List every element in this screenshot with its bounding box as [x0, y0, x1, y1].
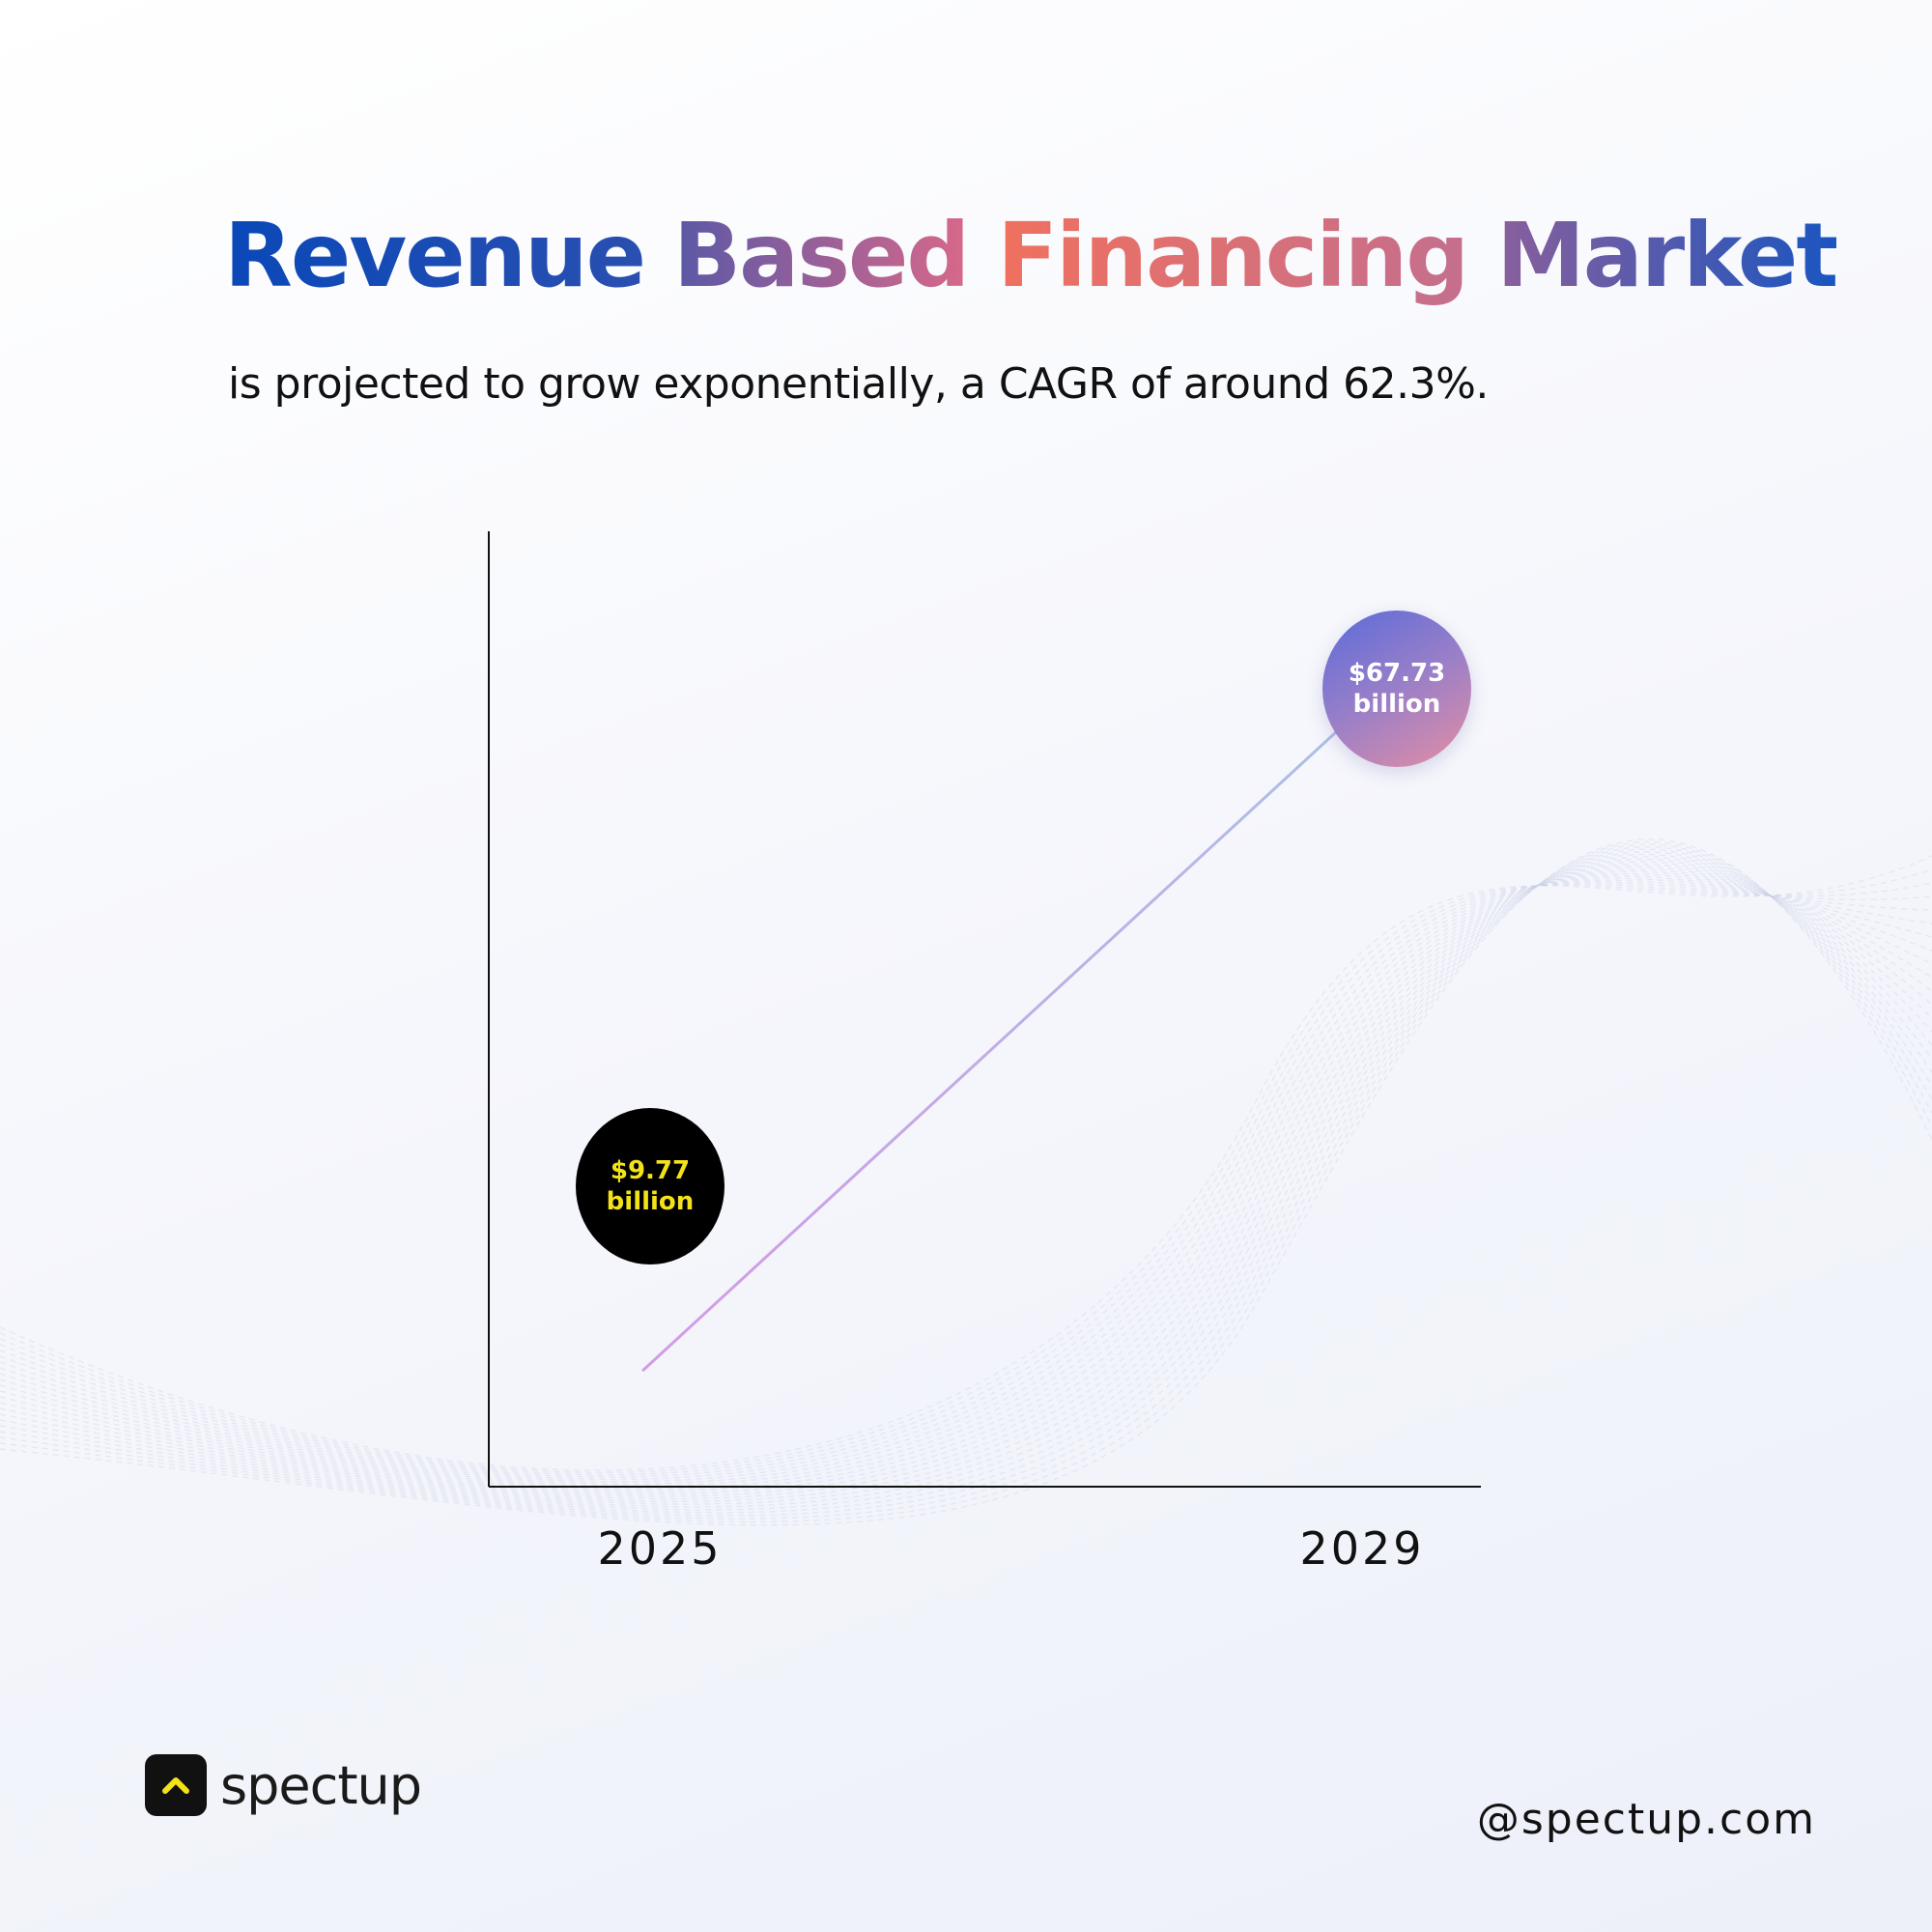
background-wave-line	[0, 879, 1932, 1481]
background-wave-line	[0, 851, 1932, 1511]
data-label-unit: billion	[1352, 690, 1441, 719]
background-wave-line	[0, 877, 1932, 1483]
background-wave-line	[0, 868, 1932, 1473]
background-wave-line	[0, 838, 1932, 1526]
brand-logo[interactable]: spectup	[145, 1754, 422, 1816]
background-wave-line	[0, 881, 1932, 1478]
x-tick-label: 2025	[597, 1522, 723, 1575]
title-word: Revenue	[224, 204, 646, 307]
background-wave-line	[0, 882, 1932, 1476]
brand-name: spectup	[220, 1754, 422, 1816]
data-label-value: $9.77	[610, 1155, 691, 1185]
background-wave-line	[0, 870, 1932, 1490]
title-word: Market	[1496, 204, 1838, 307]
website-handle[interactable]: @spectup.com	[1476, 1795, 1816, 1844]
subtitle: is projected to grow exponentially, a CA…	[228, 359, 1489, 409]
data-label-2029: $67.73 billion	[1322, 611, 1471, 767]
data-label-2025: $9.77 billion	[576, 1108, 724, 1264]
background-wave-line	[0, 861, 1932, 1500]
background-wave-line	[0, 848, 1932, 1514]
background-wave-line	[0, 856, 1932, 1505]
background-wave-line	[0, 840, 1932, 1523]
background-wave-line	[0, 845, 1932, 1517]
background-wave-line	[0, 843, 1932, 1520]
background-wave-line	[0, 866, 1932, 1494]
x-tick-label: 2029	[1299, 1522, 1425, 1575]
page-title: Revenue Based Financing Market	[224, 203, 1838, 309]
background-wave-line	[0, 853, 1932, 1508]
background-wave-line	[0, 868, 1932, 1492]
title-word: Financing	[997, 204, 1469, 307]
background-wave-line	[0, 864, 1932, 1497]
title-word: Based	[673, 204, 970, 307]
series-line	[641, 676, 1397, 1372]
background-wave-line	[0, 872, 1932, 1488]
chevron-up-icon	[145, 1754, 207, 1816]
data-label-unit: billion	[606, 1187, 695, 1216]
data-label-value: $67.73	[1348, 658, 1446, 688]
